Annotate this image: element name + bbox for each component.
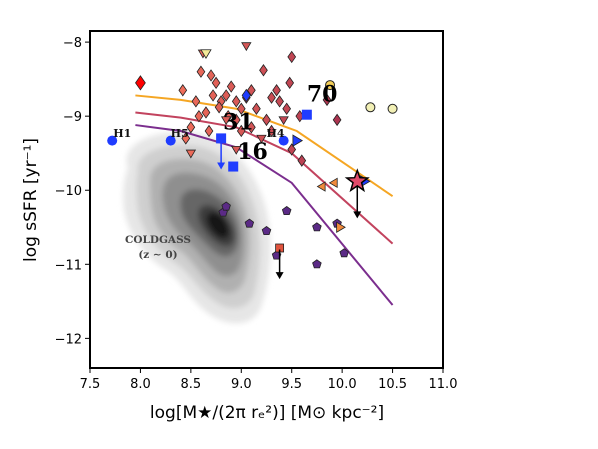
point-16: [228, 161, 239, 172]
diamond-marker: [231, 113, 241, 127]
x-tick-label: 8.5: [181, 377, 202, 392]
x-tick-label: 8.0: [130, 377, 151, 392]
diamond-marker: [259, 64, 268, 77]
upper-limit-arrow-head: [353, 211, 362, 219]
point-31: [216, 133, 227, 144]
diamond-marker: [267, 91, 276, 104]
diamond-marker: [287, 143, 297, 156]
pentagon-marker: [261, 226, 272, 236]
point-h4: [278, 135, 289, 146]
pentagon-marker: [281, 206, 292, 216]
x-tick-label: 9.5: [281, 377, 302, 392]
diamond-marker: [272, 84, 281, 97]
upper-limit-arrow-head: [275, 272, 284, 280]
x-tick-label: 10.5: [378, 377, 407, 392]
down-triangle-marker: [231, 145, 242, 155]
x-tick-label: 10.0: [328, 377, 357, 392]
down-triangle-marker: [241, 42, 252, 52]
diamond-marker: [226, 80, 236, 93]
diamond-marker: [206, 69, 216, 82]
diamond-marker: [236, 124, 246, 138]
pentagon-marker: [312, 259, 322, 269]
y-axis-title: log sSFR [yr⁻¹]: [21, 138, 41, 262]
down-triangle-marker: [185, 149, 197, 159]
star-marker: [344, 168, 370, 193]
diamond-marker: [262, 113, 271, 127]
coldgass-label: COLDGASS: [125, 234, 191, 246]
diamond-marker: [181, 132, 191, 145]
annotation-h5: H5: [171, 127, 189, 140]
circle-marker: [325, 80, 336, 91]
diamond-marker: [196, 65, 206, 78]
upper-limit-arrow-head: [217, 162, 226, 170]
diamond-marker: [322, 93, 332, 107]
pentagon-marker: [312, 222, 322, 232]
y-tick-label: −9: [63, 110, 82, 125]
blue-right-triangle-marker: [292, 134, 304, 147]
annotation-70: 70: [307, 81, 338, 107]
diamond-highlight-marker: [241, 88, 252, 103]
y-tick-label: −8: [63, 36, 82, 51]
diamond-marker: [221, 89, 231, 102]
diamond-marker: [208, 89, 218, 102]
diamond-marker: [252, 102, 261, 115]
diamond-marker: [275, 95, 284, 108]
coldgass-density-contours: [123, 131, 271, 324]
diamond-marker: [297, 154, 307, 167]
pentagon-marker: [221, 201, 231, 211]
circle-marker: [365, 102, 376, 113]
pentagon-marker: [339, 248, 349, 258]
annotation-31: 31: [223, 110, 254, 136]
diamond-marker: [287, 50, 297, 64]
down-triangle-marker: [278, 116, 289, 126]
diamond-marker: [231, 95, 241, 108]
diamond-marker: [211, 76, 221, 90]
diamond-marker: [236, 102, 246, 115]
down-triangle-marker: [256, 134, 267, 144]
contour-level-7: [206, 212, 229, 239]
down-triangle-marker: [220, 116, 232, 126]
diamond-marker: [194, 109, 204, 123]
point-h1: [107, 135, 118, 146]
annotations: 70 31 16 H1 H5 H4: [113, 81, 337, 165]
down-triangle-highlight-marker: [200, 49, 212, 60]
diamond-marker: [247, 121, 256, 134]
diamond-highlight-marker: [135, 75, 146, 91]
x-tick-label: 7.5: [80, 377, 101, 392]
diamond-marker: [186, 121, 196, 134]
y-axis-ticks: −8 −9 −10 −11 −12: [55, 36, 90, 347]
diamond-marker: [178, 84, 188, 97]
diamond-marker: [214, 101, 224, 114]
plot-frame: [89, 30, 444, 369]
diamond-marker: [201, 106, 211, 119]
left-triangle-marker: [316, 181, 326, 192]
diamond-marker: [247, 84, 256, 97]
diamond-marker: [332, 113, 342, 127]
y-tick-label: −12: [55, 332, 82, 347]
diamond-marker: [191, 95, 201, 108]
trend-line-1: [135, 94, 394, 197]
point-h5: [165, 135, 176, 146]
data-markers: [107, 42, 398, 280]
x-tick-label: 9.0: [231, 377, 252, 392]
point-70: [301, 109, 312, 120]
circle-marker: [387, 103, 398, 114]
annotation-16: 16: [237, 139, 268, 165]
diamond-marker: [204, 124, 214, 138]
pentagon-marker: [244, 218, 255, 228]
y-tick-label: −11: [55, 258, 82, 273]
x-tick-label: 11.0: [429, 377, 458, 392]
diamond-marker: [282, 102, 292, 115]
x-axis-title: log[M★/(2π rₑ²)] [M⊙ kpc⁻²]: [150, 403, 384, 423]
diamond-marker: [267, 124, 276, 138]
y-tick-label: −10: [55, 184, 82, 199]
x-axis-ticks: 7.5 8.0 8.5 9.0 9.5 10.0 10.5 11.0: [80, 368, 458, 392]
right-triangle-marker: [336, 221, 346, 233]
left-triangle-marker: [328, 177, 338, 189]
diamond-marker: [285, 76, 295, 90]
annotation-h4: H4: [267, 127, 285, 140]
annotation-h1: H1: [113, 127, 131, 140]
coldgass-sublabel: (z ∼ 0): [138, 249, 177, 261]
